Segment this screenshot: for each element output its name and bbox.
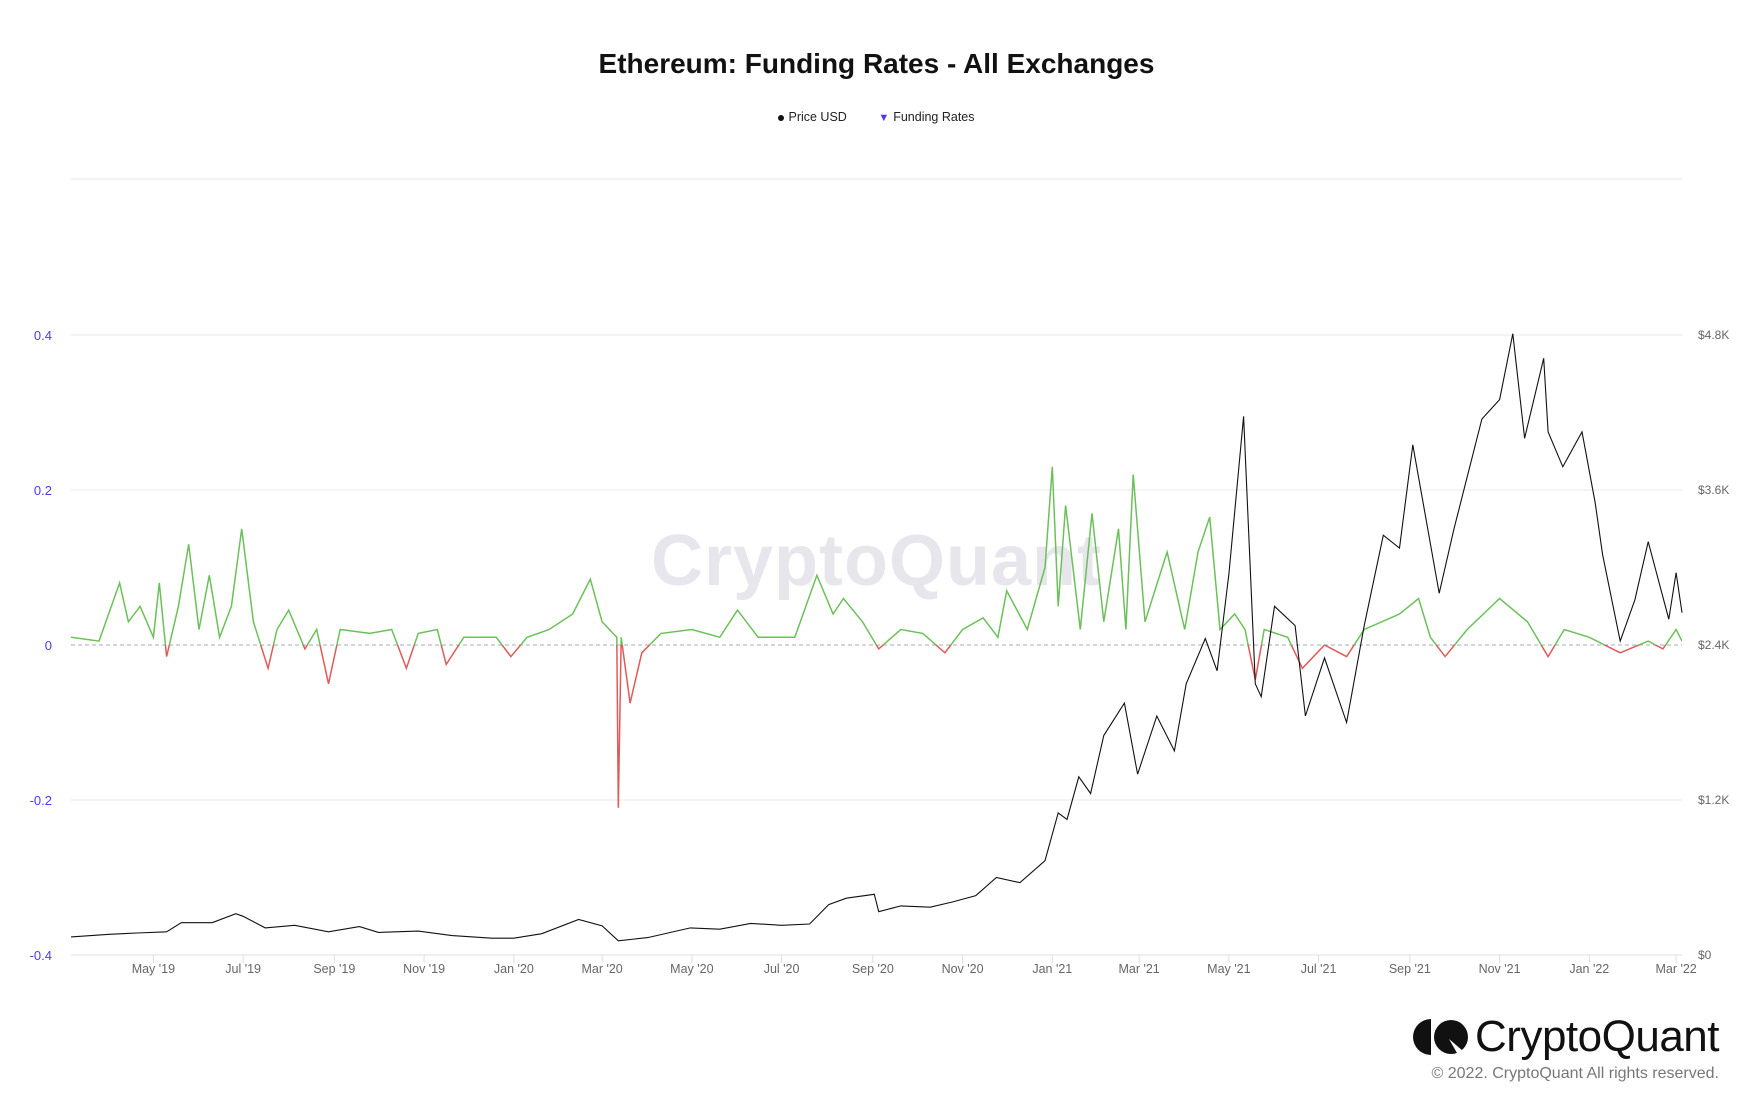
circle-icon: [778, 114, 785, 121]
x-tick-label: Jan '22: [1569, 962, 1609, 976]
triangle-down-icon: ▼: [878, 112, 890, 124]
brand-name: CryptoQuant: [1475, 1012, 1719, 1061]
y-right-tick-label: $4.8K: [1698, 328, 1729, 342]
x-tick-label: Jul '21: [1301, 962, 1337, 976]
x-tick-label: Nov '21: [1479, 962, 1521, 976]
x-tick-label: Jan '21: [1032, 962, 1072, 976]
funding-rates-line-negative: [164, 645, 1667, 808]
y-left-tick-label: 0.2: [34, 483, 52, 498]
chart-title: Ethereum: Funding Rates - All Exchanges: [598, 48, 1155, 79]
x-tick-label: Sep '21: [1389, 962, 1431, 976]
x-tick-label: Jul '19: [225, 962, 261, 976]
y-left-tick-label: -0.4: [30, 948, 52, 963]
legend-label: Funding Rates: [893, 110, 975, 124]
legend-item-funding[interactable]: ▼ Funding Rates: [878, 110, 974, 124]
legend-item-price[interactable]: Price USD: [778, 110, 847, 124]
legend-label: Price USD: [788, 110, 847, 124]
y-left-tick-label: -0.2: [30, 793, 52, 808]
x-tick-label: May '20: [670, 962, 713, 976]
x-tick-label: Mar '22: [1655, 962, 1696, 976]
price-usd-line: [70, 333, 1683, 942]
legend: Price USD ▼ Funding Rates: [0, 110, 1753, 124]
y-right-tick-label: $1.2K: [1698, 793, 1729, 807]
x-tick-label: Sep '19: [313, 962, 355, 976]
copyright: © 2022. CryptoQuant All rights reserved.: [1431, 1065, 1719, 1082]
x-tick-label: Mar '21: [1118, 962, 1159, 976]
y-right-tick-label: $2.4K: [1698, 638, 1729, 652]
watermark: CryptoQuant: [651, 521, 1102, 601]
y-right-tick-label: $0: [1698, 948, 1712, 962]
y-right-tick-label: $3.6K: [1698, 483, 1729, 497]
x-tick-label: May '21: [1207, 962, 1250, 976]
x-tick-label: Nov '20: [942, 962, 984, 976]
funding-rates-line-positive: [71, 466, 1682, 645]
brand-logo: CryptoQuant: [1413, 1012, 1719, 1062]
x-tick-label: Sep '20: [852, 962, 894, 976]
y-left-tick-label: 0.4: [34, 328, 52, 343]
x-tick-label: Jan '20: [494, 962, 534, 976]
x-tick-label: Mar '20: [581, 962, 622, 976]
cryptoquant-logo-icon: [1413, 1019, 1469, 1055]
x-tick-label: Jul '20: [764, 962, 800, 976]
y-left-tick-label: 0: [45, 638, 52, 653]
x-tick-label: Nov '19: [403, 962, 445, 976]
x-tick-label: May '19: [132, 962, 175, 976]
